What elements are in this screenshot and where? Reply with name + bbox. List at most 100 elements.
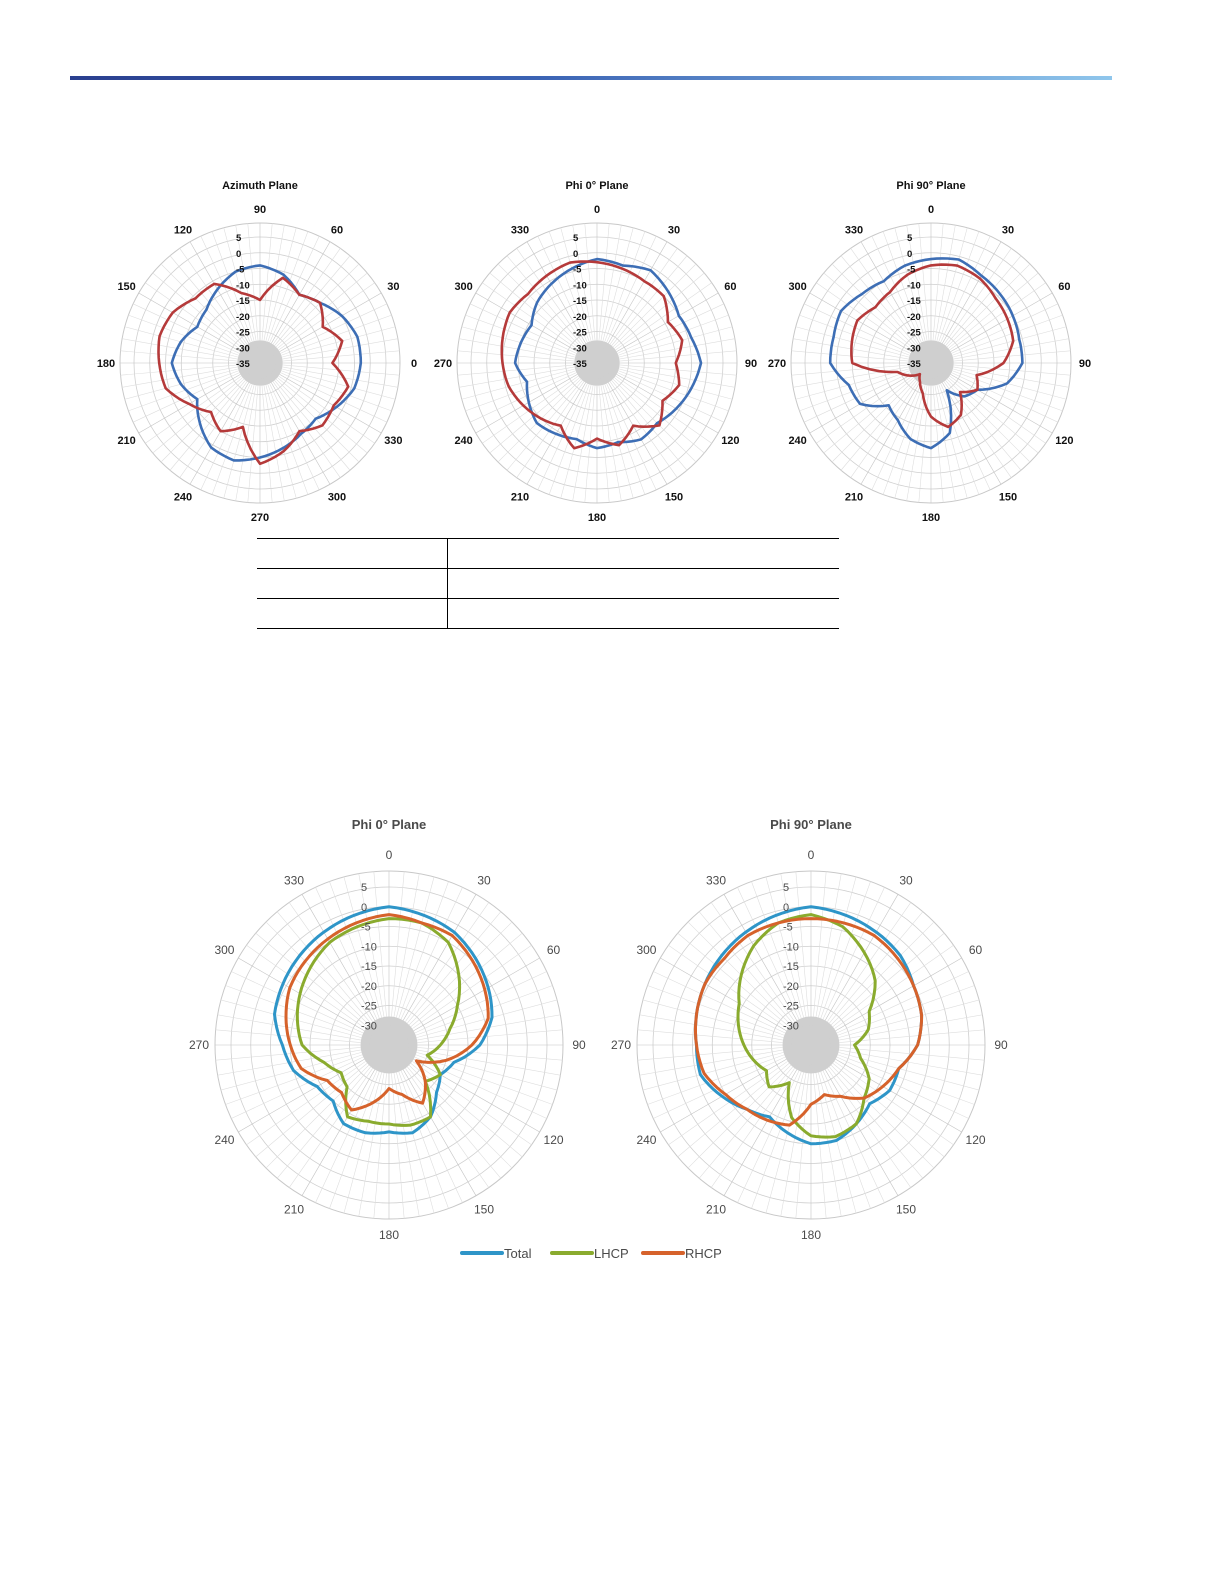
grid-spoke [393,1072,420,1217]
bottom-polar-charts: 5 0 -5 -10 -15 -20 -25 -30 0 30 60 90 120 150 180 210 24… [189,817,1008,1261]
angle-tick-label: 60 [331,225,343,237]
angle-tick-label: 270 [611,1038,631,1052]
radial-tick-label: -25 [361,1001,377,1013]
grid-spoke [211,384,253,495]
grid-spoke [953,350,1071,362]
radial-tick-label: -25 [907,328,921,339]
grid-spoke [276,911,371,1024]
angle-tick-label: 330 [706,873,726,887]
grid-spoke [276,1066,371,1179]
grid-spoke [723,894,798,1021]
grid-spoke [410,1063,523,1158]
radial-tick-label: 5 [236,233,242,244]
grid-spoke [803,303,911,354]
angle-tick-label: 300 [214,943,234,957]
grid-spoke [271,241,331,344]
angle-tick-label: 210 [706,1203,726,1217]
grid-spoke [827,1068,912,1188]
grid-spoke [832,932,945,1027]
series-line-1 [500,260,684,450]
grid-spoke [894,384,926,499]
grid-spoke [660,957,787,1032]
grid-spoke [791,364,909,376]
grid-spoke [818,876,857,1018]
grid-spoke [246,1061,366,1146]
radial-tick-label: 5 [907,233,913,244]
grid-spoke [953,366,1069,388]
grid-spoke [834,1061,954,1146]
spec-table [257,538,839,629]
radial-tick-label: -25 [573,328,587,339]
angle-tick-label: 330 [384,435,402,447]
grid-spoke [211,231,253,342]
grid-spoke [343,1072,382,1214]
radial-tick-label: -30 [361,1020,377,1032]
grid-spoke [677,932,790,1027]
grid-spoke [837,985,975,1036]
angle-tick-label: 240 [788,435,806,447]
radial-tick-label: -5 [573,265,582,276]
grid-spoke [831,263,916,348]
grid-spoke [465,370,576,412]
grid-spoke [132,372,240,423]
grid-spoke [391,871,405,1017]
grid-spoke [407,911,502,1024]
angle-tick-label: 210 [117,435,135,447]
angle-tick-label: 0 [928,204,934,216]
grid-spoke [584,223,596,341]
angle-tick-label: 270 [434,358,452,370]
grid-spoke [482,282,579,351]
grid-spoke [217,1014,362,1041]
grid-spoke [698,911,793,1024]
grid-spoke [943,248,1012,345]
chart-title: Phi 90° Plane [896,180,965,192]
radial-tick-label: -25 [783,1001,799,1013]
grid-spoke [402,894,477,1021]
grid-spoke [839,1029,985,1043]
grid-spoke [288,902,373,1022]
grid-spoke [343,876,382,1018]
angle-tick-label: 210 [511,491,529,503]
radial-tick-label: -35 [236,359,250,370]
grid-spoke [946,263,1031,348]
radial-tick-label: -20 [236,312,250,323]
grid-spoke [598,385,610,503]
angle-tick-label: 180 [97,358,115,370]
grid-spoke [647,985,785,1036]
grid-spoke [606,235,657,343]
grid-spoke [765,876,804,1018]
grid-spoke [765,1072,804,1214]
grid-spoke [398,881,449,1019]
grid-spoke [412,1061,532,1146]
grid-spoke [791,350,909,362]
grid-spoke [274,380,351,471]
grid-spoke [609,381,678,478]
grid-spoke [145,375,242,444]
grid-spoke [475,292,578,352]
grid-spoke [122,338,238,360]
grid-spoke [160,378,245,463]
grid-spoke [823,377,914,454]
grid-spoke [936,227,968,342]
grid-spoke [822,1070,885,1203]
grid-circle [243,346,277,380]
angle-tick-label: 270 [189,1038,209,1052]
radial-tick-label: -35 [573,359,587,370]
grid-spoke [840,380,917,471]
grid-spoke [301,1069,376,1196]
grid-spoke [780,873,807,1018]
grid-spoke [235,385,257,501]
grid-spoke [138,292,241,352]
grid-spoke [265,1064,370,1169]
grid-spoke [642,999,784,1038]
angle-tick-label: 120 [966,1133,986,1147]
grid-spoke [871,235,922,343]
grid-spoke [608,241,668,344]
grid-spoke [413,957,540,1032]
grid-spoke [537,235,588,343]
series-line-rhcp [694,917,924,1127]
grid-spoke [416,1049,561,1076]
grid-spoke [619,338,735,360]
grid-spoke [122,366,238,388]
grid-spoke [506,255,583,346]
